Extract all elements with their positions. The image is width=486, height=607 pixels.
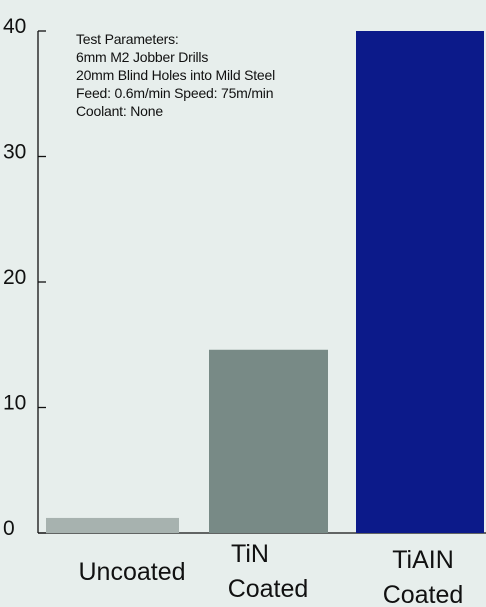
y-tick-label: 0 [3,517,15,540]
y-tick-label: 40 [3,15,26,38]
y-tick-label: 20 [3,266,26,289]
annotation-line: Feed: 0.6m/min Speed: 75m/min [76,84,275,102]
x-category-label: Coated [228,575,309,603]
annotation-line: Test Parameters: [76,30,275,48]
bar [209,350,328,533]
x-category-label: Coated [383,581,464,607]
bar [46,518,179,533]
x-tick-labels: Uncoated TiN Coated TiAIN Coated [78,540,463,607]
bar [356,31,484,533]
y-tick-labels: 0 10 20 30 40 [3,15,26,540]
x-category-label: Uncoated [78,558,185,586]
test-parameters-annotation: Test Parameters: 6mm M2 Jobber Drills 20… [76,30,275,120]
y-tick-label: 10 [3,392,26,415]
x-category-label: TiAIN [392,546,454,574]
annotation-line: Coolant: None [76,102,275,120]
annotation-line: 20mm Blind Holes into Mild Steel [76,66,275,84]
x-category-label: TiN [231,540,269,568]
y-tick-label: 30 [3,141,26,164]
annotation-line: 6mm M2 Jobber Drills [76,48,275,66]
